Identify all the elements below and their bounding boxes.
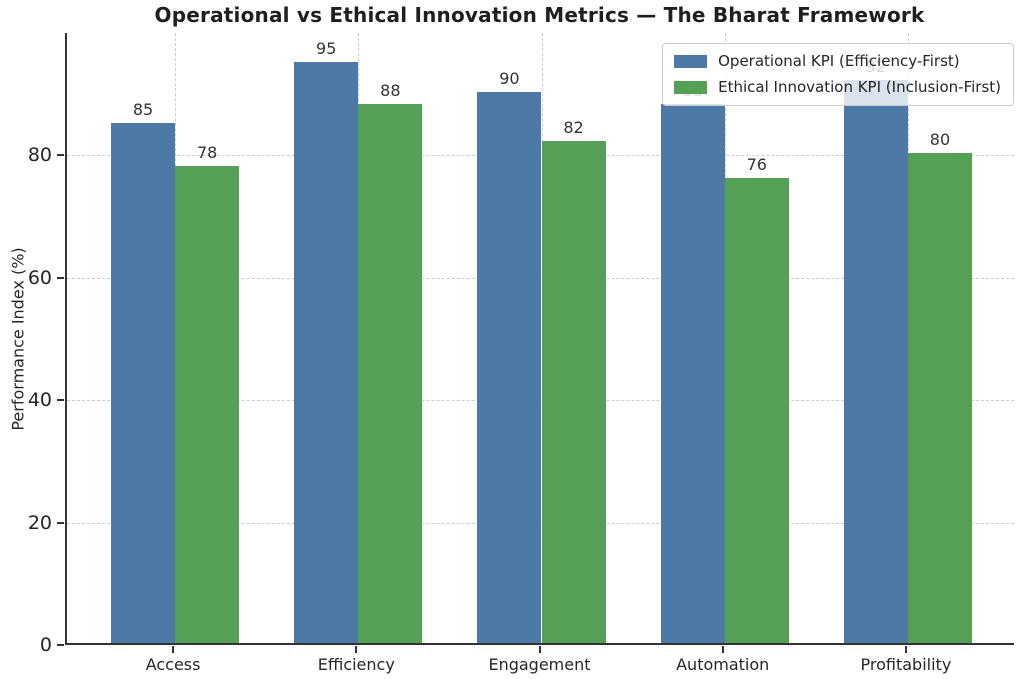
bar-value-label: 85 xyxy=(132,99,154,119)
bar-value-label: 80 xyxy=(929,130,951,150)
bar-value-label: 82 xyxy=(563,118,584,138)
y-tick-label: 20 xyxy=(27,511,52,534)
y-tick-mark xyxy=(57,644,64,646)
x-tick-label-engagement: Engagement xyxy=(488,655,591,674)
bar-ethical-automation xyxy=(724,177,789,643)
x-tick-label-automation: Automation xyxy=(676,655,770,674)
bar-value-label: 88 xyxy=(380,81,401,101)
y-tick-mark xyxy=(57,399,64,402)
x-tick-mark xyxy=(538,646,541,653)
bar-operational-automation xyxy=(660,104,725,643)
legend-label-ethical: Ethical Innovation KPI (Inclusion-First) xyxy=(718,78,1001,96)
plot-area: 85959088927888827680 xyxy=(65,33,1014,645)
legend-swatch-ethical xyxy=(674,80,708,94)
bar-ethical-profitability xyxy=(907,153,973,643)
bar-ethical-access xyxy=(175,165,240,643)
legend: Operational KPI (Efficiency-First) Ethic… xyxy=(662,43,1014,106)
y-tick-label: 60 xyxy=(27,266,52,289)
x-tick-mark xyxy=(904,646,907,653)
legend-label-operational: Operational KPI (Efficiency-First) xyxy=(718,52,960,70)
bar-ethical-engagement xyxy=(541,141,606,643)
chart-title: Operational vs Ethical Innovation Metric… xyxy=(154,3,925,27)
bar-operational-efficiency xyxy=(294,61,359,643)
bar-operational-engagement xyxy=(477,92,542,643)
y-tick-label: 80 xyxy=(27,144,52,167)
y-tick-label: 0 xyxy=(39,634,52,656)
y-tick-mark xyxy=(57,276,64,279)
x-tick-mark xyxy=(721,646,724,653)
legend-item-ethical: Ethical Innovation KPI (Inclusion-First) xyxy=(674,78,1001,96)
x-tick-label-profitability: Profitability xyxy=(860,655,952,674)
bar-operational-access xyxy=(110,122,176,643)
y-tick-mark xyxy=(57,154,64,157)
bar-value-label: 78 xyxy=(196,142,218,162)
bar-value-label: 90 xyxy=(499,69,520,89)
bar-ethical-efficiency xyxy=(358,104,423,643)
x-tick-label-efficiency: Efficiency xyxy=(317,655,395,674)
legend-swatch-operational xyxy=(674,54,708,68)
legend-item-operational: Operational KPI (Efficiency-First) xyxy=(674,52,1001,70)
y-tick-mark xyxy=(57,521,64,524)
bar-value-label: 95 xyxy=(316,38,337,58)
x-tick-mark xyxy=(355,646,358,653)
x-tick-label-access: Access xyxy=(145,655,201,674)
x-tick-mark xyxy=(172,646,175,653)
bar-value-label: 76 xyxy=(746,154,767,174)
y-tick-label: 40 xyxy=(27,389,52,412)
bar-operational-profitability xyxy=(843,79,908,643)
